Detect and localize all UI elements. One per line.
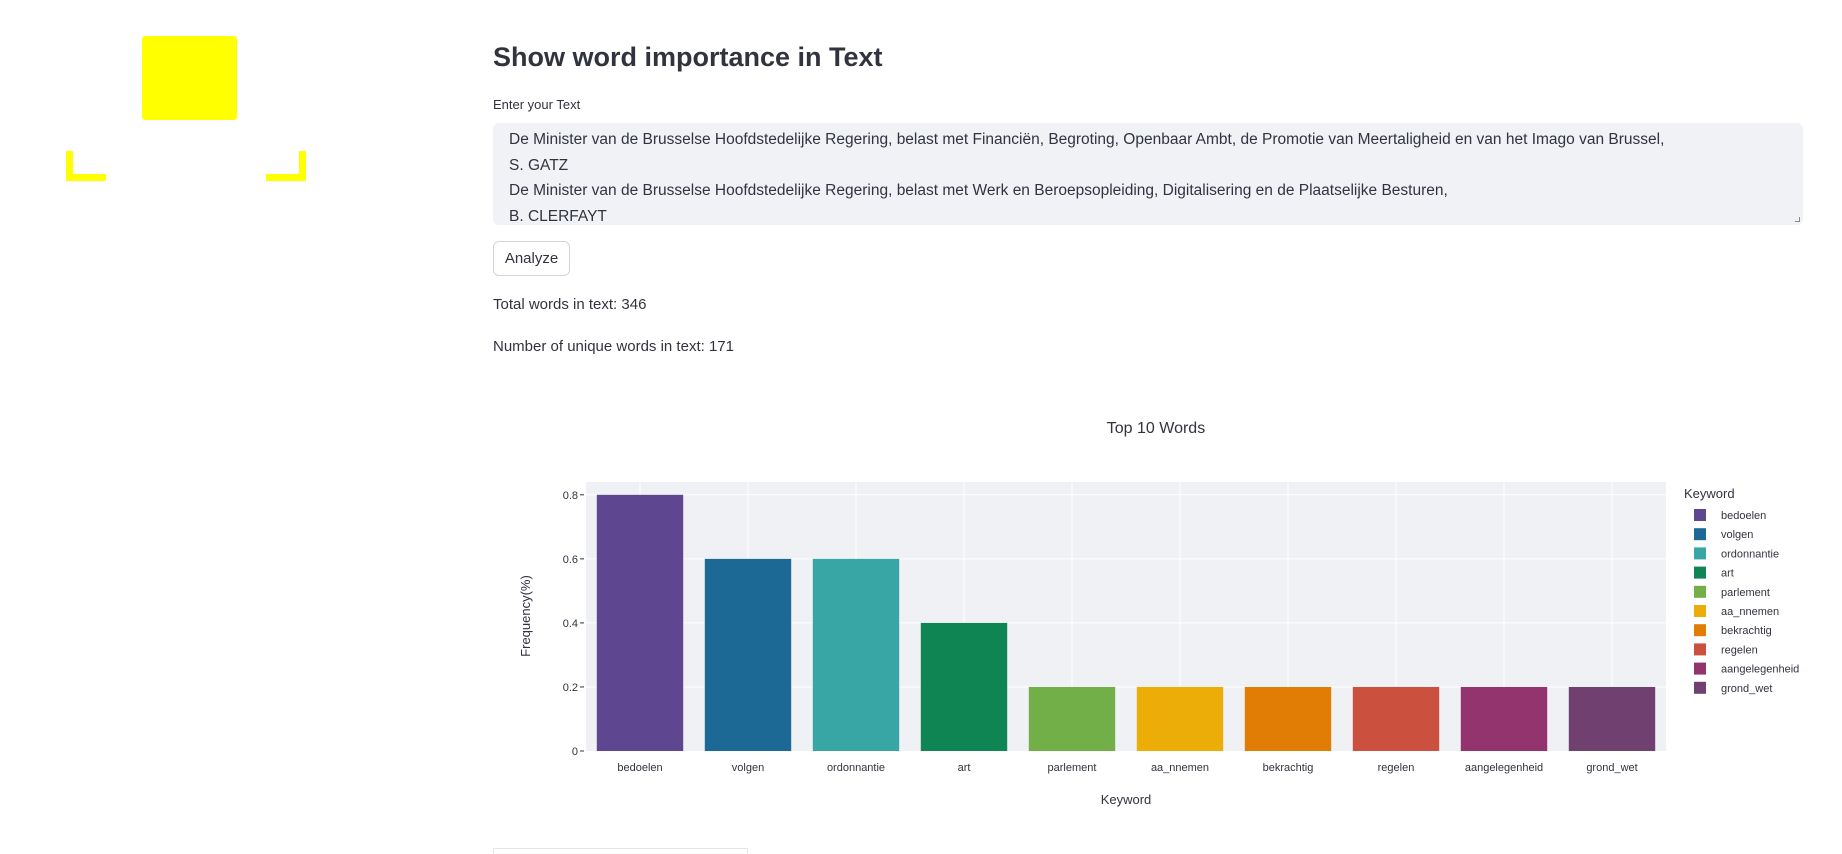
legend: bedoelen volgen ordonnantie art parlement aa_… (1694, 509, 1799, 695)
legend-label: bekrachtig (1721, 625, 1772, 637)
bar-art (920, 622, 1008, 751)
x-tick-label: parlement (1048, 762, 1097, 774)
x-tick-label: bedoelen (617, 762, 662, 774)
text-input-line: De Minister van de Brusselse Hoofdstedel… (509, 131, 1665, 148)
analyze-button[interactable]: Analyze (493, 241, 570, 276)
chart-title: Top 10 Words (1107, 420, 1205, 437)
text-input-label: Enter your Text (493, 97, 581, 112)
y-tick-label: 0.4 (563, 618, 578, 630)
bar-parlement (1028, 686, 1116, 751)
text-input[interactable]: De Minister van de Brusselse Hoofdstedel… (493, 123, 1803, 225)
y-tick-label: 0.6 (563, 554, 578, 566)
bar-chart: Top 10 Words 0 0.2 0.4 0.6 0.8 bedoelen volge… (518, 420, 1799, 807)
page-title: Show word importance in Text (493, 42, 883, 72)
legend-swatch (1694, 509, 1706, 521)
x-tick-label: aa_nnemen (1151, 762, 1209, 774)
legend-title: Keyword (1684, 486, 1735, 501)
bars (596, 494, 1656, 751)
legend-swatch (1694, 624, 1706, 637)
logo-bracket-left (66, 151, 106, 181)
x-tick-label: bekrachtig (1263, 762, 1314, 774)
legend-label: grond_wet (1721, 683, 1772, 695)
legend-swatch (1694, 566, 1706, 579)
text-input-line: De Minister van de Brusselse Hoofdstedel… (509, 182, 1448, 200)
x-tick-label: aangelegenheid (1465, 762, 1543, 774)
text-input-line: S. GATZ (509, 156, 569, 174)
bar-aangelegenheid (1460, 686, 1548, 751)
legend-label: aangelegenheid (1721, 664, 1799, 676)
total-words-text: Total words in text: 346 (493, 296, 647, 313)
x-axis-title: Keyword (1101, 792, 1152, 807)
table-header-stub (493, 848, 748, 854)
legend-label: ordonnantie (1721, 548, 1779, 560)
y-tick-label: 0.2 (563, 682, 578, 694)
x-tick-label: regelen (1378, 762, 1415, 774)
x-tick-label: volgen (732, 762, 764, 774)
legend-swatch (1694, 662, 1706, 675)
unique-words-text: Number of unique words in text: 171 (493, 338, 734, 355)
legend-label: parlement (1721, 587, 1770, 599)
legend-label: bedoelen (1721, 510, 1766, 522)
y-tick-label: 0.8 (563, 490, 578, 502)
y-axis-ticks: 0 0.2 0.4 0.6 0.8 (563, 490, 584, 758)
bar-regelen (1352, 686, 1440, 751)
legend-swatch (1694, 643, 1706, 656)
legend-swatch (1694, 605, 1706, 617)
x-tick-label: grond_wet (1586, 762, 1637, 774)
x-tick-label: ordonnantie (827, 762, 885, 774)
bar-bedoelen (596, 494, 684, 751)
text-input-line: B. CLERFAYT (509, 207, 607, 225)
legend-swatch (1694, 585, 1706, 598)
logo-bracket-right (266, 151, 306, 181)
bar-bekrachtig (1244, 686, 1332, 751)
legend-swatch (1694, 681, 1706, 694)
bar-volgen (704, 558, 792, 751)
logo-square (142, 36, 237, 120)
x-axis-ticks: bedoelen volgen ordonnantie art parlement aa_… (617, 762, 1637, 774)
resize-handle[interactable] (1795, 217, 1800, 222)
bar-grond_wet (1568, 686, 1656, 751)
legend-label: regelen (1721, 644, 1758, 656)
legend-label: art (1721, 568, 1734, 580)
legend-swatch (1694, 528, 1706, 541)
bar-aa_nnemen (1136, 686, 1224, 751)
legend-label: volgen (1721, 529, 1753, 541)
legend-swatch (1694, 547, 1706, 560)
legend-label: aa_nnemen (1721, 606, 1779, 618)
y-axis-title: Frequency(%) (518, 575, 533, 657)
x-tick-label: art (958, 762, 971, 774)
bar-ordonnantie (812, 558, 900, 751)
y-tick-label: 0 (572, 746, 578, 758)
